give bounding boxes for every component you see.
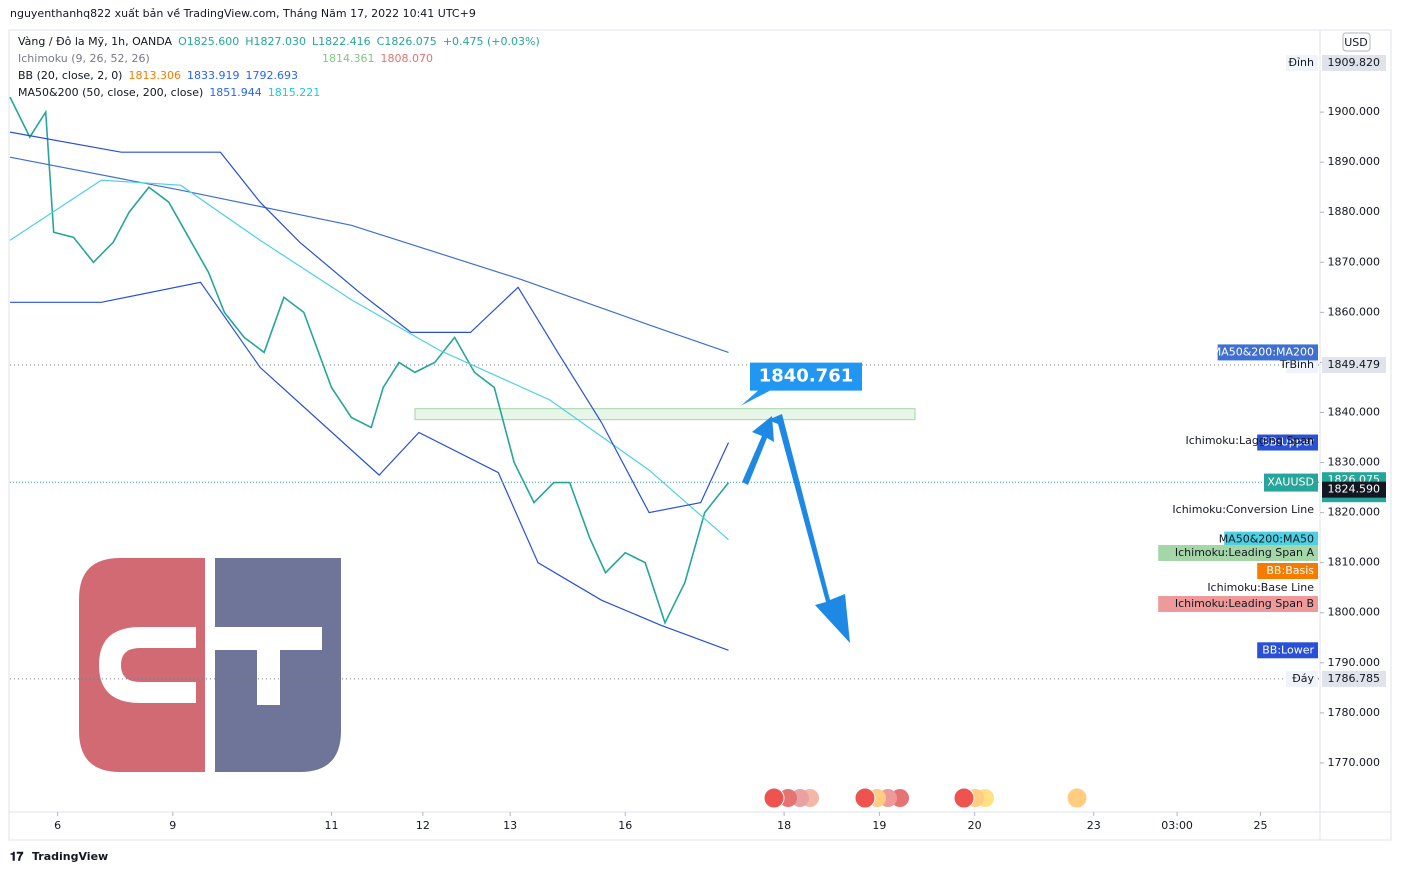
legend-text: Ichimoku (9, 26, 52, 26) (18, 52, 150, 65)
tag-box (1224, 531, 1318, 548)
tag: BB:Lower (1262, 643, 1314, 656)
y-tick-label: 1840.000 (1328, 405, 1381, 418)
x-tick-label: 11 (325, 819, 339, 832)
y-tick-label: 1770.000 (1328, 756, 1381, 769)
x-tick-label: 12 (416, 819, 430, 832)
x-tick-label: 19 (872, 819, 886, 832)
tag: MA50&200:MA50 (1219, 533, 1314, 546)
legend-text: 1833.919 (187, 69, 240, 82)
tag-box (1217, 344, 1318, 361)
x-tick-label: 16 (618, 819, 632, 832)
drawing-arrows (742, 414, 850, 643)
level-value-box (1322, 357, 1386, 374)
footer-brand: TradingView (32, 850, 108, 863)
y-tick-label: 1860.000 (1328, 305, 1381, 318)
tag-box (1257, 642, 1318, 659)
tag-box (1264, 473, 1318, 492)
plot-area (9, 96, 1320, 680)
legend-text: 1815.221 (268, 86, 321, 99)
footer-logo: 𝟏𝟕 (10, 850, 24, 864)
y-tick-label: 1830.000 (1328, 456, 1381, 469)
frame (8, 29, 1392, 841)
legend-text: MA50&200 (50, close, 200, close) (18, 86, 203, 99)
level-value: 1786.785 (1328, 672, 1381, 685)
y-tick-label: 1790.000 (1328, 656, 1381, 669)
header: nguyenthanhq822 xuất bản về TradingView.… (10, 7, 476, 20)
level-name: Đỉnh (1288, 56, 1314, 69)
tag: Ichimoku:Conversion Line (1172, 503, 1314, 516)
series-line (9, 156, 729, 353)
legend-text: BB (20, close, 2, 0) (18, 69, 122, 82)
legend-text: 1851.944 (209, 86, 262, 99)
x-tick-label: 25 (1253, 819, 1267, 832)
tag-box (1257, 434, 1318, 451)
event-icons (763, 787, 1088, 809)
y-tick-label: 1810.000 (1328, 556, 1381, 569)
level-name: Đáy (1292, 672, 1314, 685)
legend-text: 1814.361 (322, 52, 375, 65)
annotation-zone (414, 408, 916, 421)
tag: Ichimoku:Leading Span A (1175, 546, 1315, 559)
x-tick-label: 13 (503, 819, 517, 832)
tag: BB:Upper (1262, 436, 1315, 449)
prev-close-box (1322, 481, 1386, 498)
series-line (9, 179, 729, 541)
x-tick-label: 20 (968, 819, 982, 832)
tag: Ichimoku:Leading Span B (1175, 597, 1314, 610)
level-name-box (1286, 54, 1318, 71)
currency-box (1342, 32, 1371, 52)
currency: USD (1344, 36, 1368, 49)
y-tick-label: 1880.000 (1328, 205, 1381, 218)
logo (79, 558, 341, 772)
level-name-box (1286, 670, 1318, 687)
level-value-box (1322, 670, 1386, 687)
level-value-box (1322, 54, 1386, 71)
legend-text: H1827.030 (245, 35, 306, 48)
x-tick-label: 23 (1087, 819, 1101, 832)
prev-close: 1824.590 (1328, 483, 1381, 496)
legend-text: +0.475 (+0.03%) (443, 35, 540, 48)
tag-box (1158, 545, 1318, 561)
tag: XAUUSD (1267, 476, 1314, 489)
series-line (9, 96, 730, 625)
tag: MA50&200:MA200 (1212, 345, 1314, 358)
x-tick-label: 03:00 (1161, 819, 1193, 832)
y-tick-label: 1900.000 (1328, 105, 1381, 118)
tag: Ichimoku:Base Line (1207, 581, 1314, 594)
legend-text: C1826.075 (377, 35, 437, 48)
callout-label: 1840.761 (759, 366, 854, 387)
tag-box (1257, 563, 1318, 579)
level-value: 1909.820 (1328, 56, 1381, 69)
x-tick-label: 18 (777, 819, 791, 832)
y-tick-label: 1820.000 (1328, 506, 1381, 519)
series-line (9, 131, 730, 514)
x-tick-label: 6 (54, 819, 61, 832)
level-name-box (1286, 357, 1318, 374)
level-name: TrBình (1279, 358, 1314, 371)
legend-text: Vàng / Đô la Mỹ, 1h, OANDA (18, 35, 173, 48)
tag: BB:Basis (1266, 564, 1314, 577)
y-tick-label: 1890.000 (1328, 155, 1381, 168)
series-line (10, 281, 729, 651)
level-value: 1849.479 (1328, 358, 1381, 371)
tag-box (1158, 596, 1318, 612)
y-tick-label: 1870.000 (1328, 255, 1381, 268)
legend-text: 1792.693 (245, 69, 298, 82)
legend-text: 1808.070 (381, 52, 434, 65)
legend-text: 1813.306 (128, 69, 181, 82)
x-tick-label: 9 (169, 819, 176, 832)
y-tick-label: 1780.000 (1328, 706, 1381, 719)
tag: Ichimoku:Lagging Span (1186, 434, 1315, 447)
y-tick-label: 1800.000 (1328, 606, 1381, 619)
legend-text: O1825.600 (178, 35, 239, 48)
legend-text: L1822.416 (312, 35, 371, 48)
callout (741, 362, 862, 406)
